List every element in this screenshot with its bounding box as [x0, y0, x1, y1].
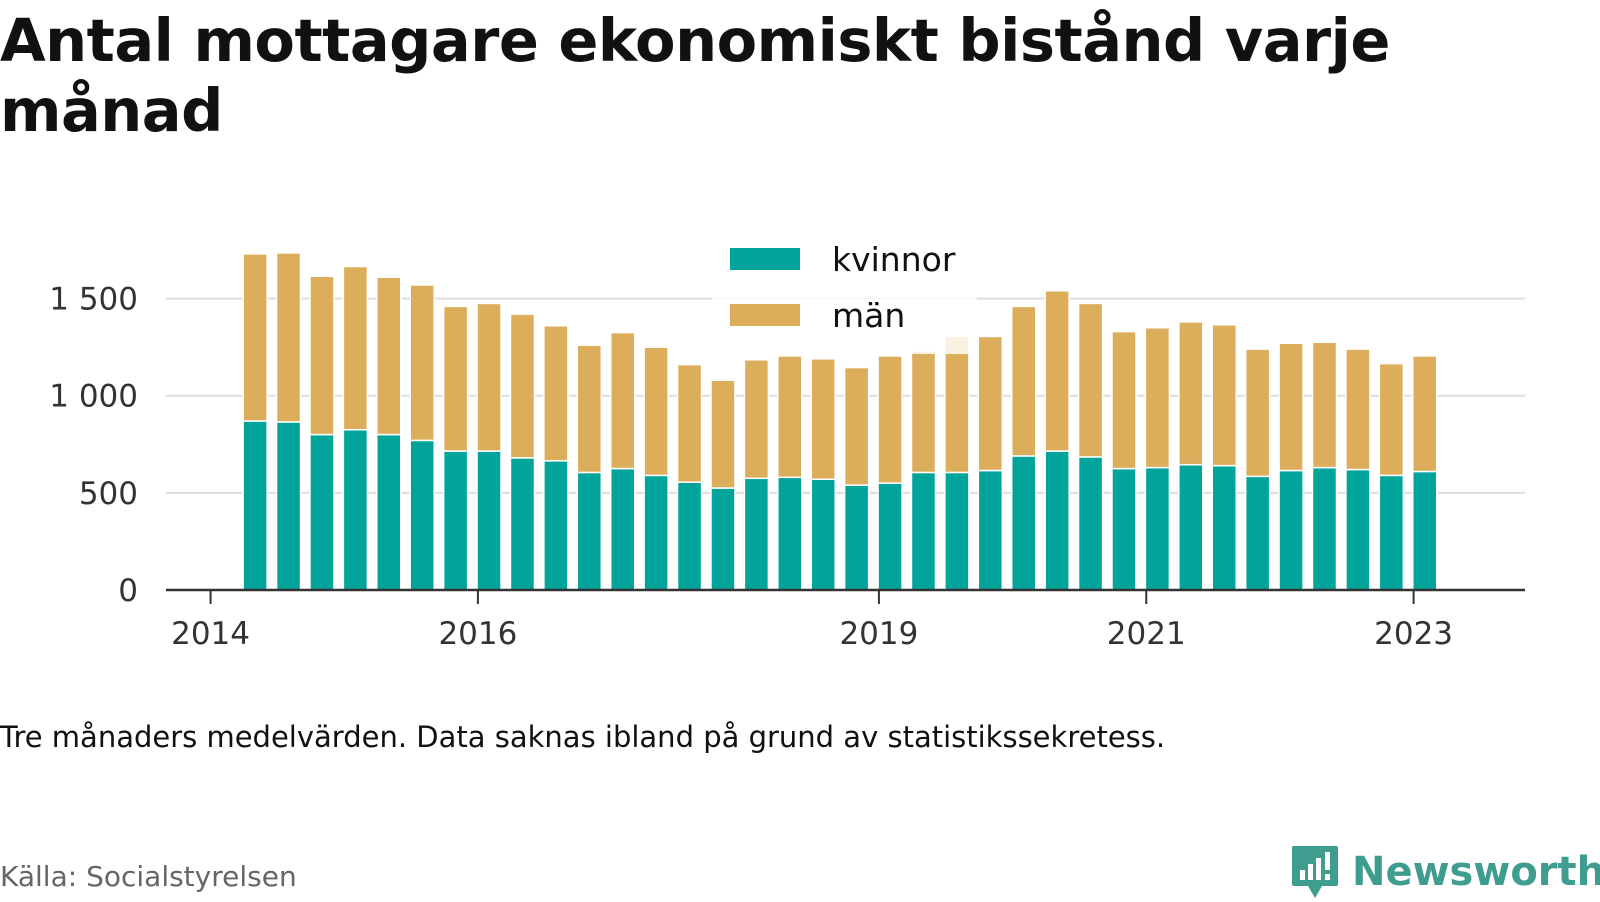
kvinnor-bar	[309, 433, 335, 591]
legend-label-kvinnor: kvinnor	[832, 240, 956, 279]
kvinnor-bar	[509, 457, 536, 591]
x-tick-label: 2016	[438, 616, 517, 652]
kvinnor-bar	[743, 477, 770, 591]
man-bar	[1211, 324, 1237, 467]
kvinnor-bar	[643, 474, 669, 591]
man-bar	[342, 265, 369, 431]
man-bar	[1077, 302, 1104, 458]
man-bar	[944, 335, 970, 474]
kvinnor-bar	[710, 487, 736, 591]
kvinnor-bar	[1311, 466, 1338, 591]
legend-swatch-man	[730, 304, 800, 326]
man-bar	[576, 344, 603, 474]
man-bar	[242, 253, 268, 422]
kvinnor-bar	[242, 420, 268, 591]
chart-title: Antal mottagare ekonomiskt bistånd varje…	[0, 6, 1390, 145]
kvinnor-bar	[1378, 474, 1405, 591]
man-bar	[1178, 321, 1204, 466]
man-bar	[275, 252, 302, 423]
man-bar	[743, 359, 770, 480]
y-tick-label: 1 500	[49, 282, 138, 318]
man-bar	[409, 284, 435, 442]
man-bar	[376, 276, 402, 436]
kvinnor-bar	[1211, 464, 1237, 591]
man-bar	[609, 331, 636, 470]
man-bar	[643, 346, 669, 477]
y-tick-label: 500	[79, 476, 138, 512]
man-bar	[543, 325, 569, 462]
x-axis: 2014 2016 2019 2021 2023	[166, 588, 1525, 652]
man-bar	[1010, 305, 1037, 457]
legend: kvinnor män	[712, 228, 977, 354]
man-bar	[1144, 326, 1171, 469]
y-axis: 0 500 1 000 1 500	[49, 282, 138, 609]
man-bar	[1378, 362, 1405, 477]
source-credit: Källa: Socialstyrelsen	[0, 860, 297, 893]
kvinnor-bar	[1111, 467, 1137, 591]
man-bar	[509, 313, 536, 459]
man-bar	[1244, 348, 1271, 478]
kvinnor-bar	[543, 460, 569, 591]
kvinnor-bar	[1244, 475, 1271, 591]
legend-swatch-kvinnor	[730, 248, 800, 270]
man-bar	[843, 366, 870, 486]
kvinnor-bar	[576, 471, 603, 591]
man-bar	[1278, 342, 1304, 472]
kvinnor-bar	[442, 450, 469, 591]
y-tick-label: 0	[118, 573, 138, 609]
man-bar	[1311, 341, 1338, 469]
man-bar	[676, 363, 703, 483]
kvinnor-bar	[409, 439, 435, 591]
chart-note: Tre månaders medelvärden. Data saknas ib…	[0, 720, 1166, 754]
kvinnor-bar	[376, 433, 402, 591]
man-bar	[910, 350, 937, 474]
man-bar	[1044, 290, 1070, 452]
kvinnor-bar	[910, 471, 937, 591]
kvinnor-bar	[609, 467, 636, 591]
kvinnor-bar	[342, 428, 369, 591]
x-tick-label: 2023	[1374, 616, 1453, 652]
man-bar	[442, 305, 469, 452]
man-bar	[309, 275, 335, 436]
man-bar	[1411, 355, 1438, 473]
man-bar	[1111, 330, 1137, 470]
kvinnor-bar	[777, 476, 803, 591]
kvinnor-bar	[1178, 463, 1204, 591]
brand-name: Newsworthy	[1352, 849, 1600, 895]
kvinnor-bar	[843, 484, 870, 591]
bar-chart-speech-bubble-icon	[1292, 846, 1338, 898]
kvinnor-bar	[1345, 468, 1371, 591]
kvinnor-bar	[1144, 466, 1171, 591]
kvinnor-bar	[1010, 455, 1037, 591]
man-bar	[777, 355, 803, 479]
man-bar	[977, 335, 1004, 472]
stacked-bar-chart: 0 500 1 000 1 500 2014 2016 2019 2021 2023 kvin…	[49, 228, 1525, 652]
legend-label-man: män	[832, 296, 905, 335]
kvinnor-bar	[944, 471, 970, 591]
kvinnor-bar	[676, 481, 703, 591]
x-tick-label: 2019	[839, 616, 918, 652]
x-tick-label: 2021	[1107, 616, 1186, 652]
man-bar	[877, 355, 903, 484]
y-tick-label: 1 000	[49, 379, 138, 415]
x-tick-label: 2014	[171, 616, 250, 652]
kvinnor-bar	[1411, 470, 1438, 591]
kvinnor-bar	[810, 478, 836, 591]
kvinnor-bar	[977, 469, 1004, 591]
man-bar	[710, 379, 736, 489]
kvinnor-bar	[275, 421, 302, 591]
kvinnor-bar	[1278, 469, 1304, 591]
kvinnor-bar	[476, 450, 502, 591]
brand-logo: Newsworthy	[1290, 842, 1600, 902]
kvinnor-bar	[877, 482, 903, 591]
kvinnor-bar	[1077, 456, 1104, 591]
man-bar	[810, 358, 836, 481]
kvinnor-bar	[1044, 450, 1070, 591]
man-bar	[1345, 348, 1371, 471]
man-bar	[476, 302, 502, 452]
